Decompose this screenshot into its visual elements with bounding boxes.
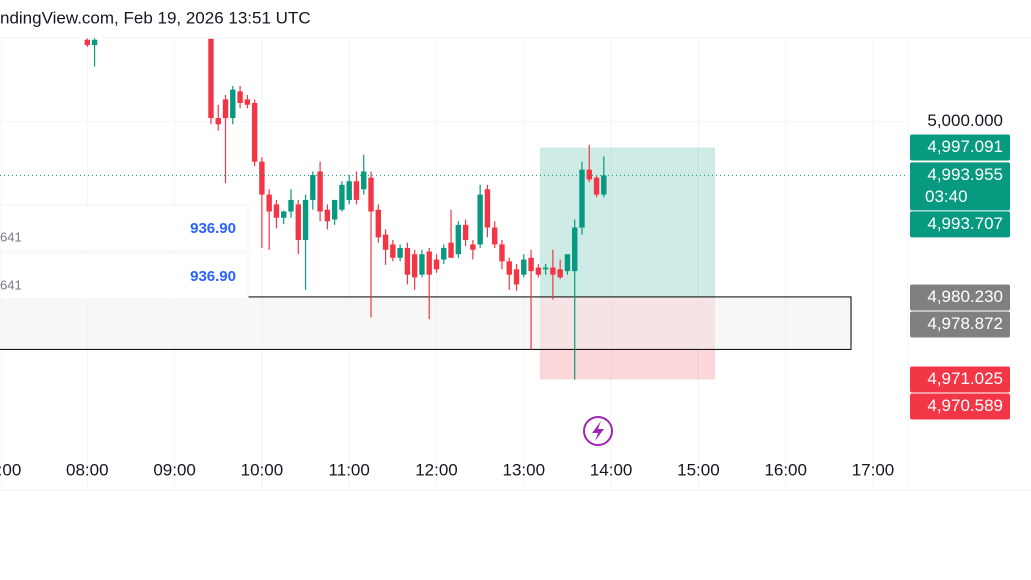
candle-body [281, 211, 287, 218]
candle-body [375, 209, 381, 238]
candle-body [397, 247, 403, 258]
x-tick-label: 14:00 [590, 460, 633, 479]
candle-body [273, 204, 280, 218]
price-marker [910, 134, 1010, 161]
candle-body [237, 91, 243, 103]
price-marker-label: 4,978.872 [927, 314, 1003, 333]
price-marker [910, 162, 1010, 211]
candle-body [390, 244, 396, 258]
candle-body [579, 169, 585, 228]
price-marker [910, 393, 1010, 420]
price-marker [910, 211, 1010, 238]
candle-body [513, 269, 520, 285]
candle-body [84, 39, 90, 46]
candle-body [484, 189, 491, 228]
candle-body [462, 224, 469, 240]
candle-body [491, 227, 498, 245]
price-marker [910, 366, 1010, 393]
candle-body [361, 171, 367, 190]
candle-body [91, 39, 98, 46]
x-tick-label: 17:00 [852, 460, 895, 479]
candle-body [302, 199, 309, 240]
candle-body [295, 204, 301, 240]
x-tick-label: 15:00 [677, 460, 720, 479]
x-tick-label: 07:00 [0, 460, 21, 479]
countdown: 03:40 [925, 187, 968, 206]
candle-body [506, 261, 512, 275]
candle-body [593, 177, 600, 195]
candle-body [404, 247, 411, 275]
candle-body [564, 254, 571, 272]
candle-body [441, 247, 447, 260]
candle-body [477, 194, 483, 245]
x-tick-label: 08:00 [66, 460, 109, 479]
candle-body [244, 99, 251, 105]
y-tick-label: 5,000.000 [927, 111, 1003, 130]
candle-body [288, 199, 294, 212]
candle-body [259, 161, 265, 195]
table-row [0, 204, 249, 252]
candle-body [251, 102, 258, 162]
candle-body [601, 175, 607, 195]
row-value: 936.90 [190, 268, 236, 285]
row-value: 936.90 [190, 220, 236, 237]
price-marker-label: 4,997.091 [927, 137, 1003, 156]
candle-body [426, 251, 432, 275]
x-tick-label: 13:00 [503, 460, 546, 479]
range-box [0, 296, 852, 350]
candle-body [208, 38, 214, 119]
candle-body [419, 254, 425, 275]
candle-body [499, 244, 505, 262]
price-marker [910, 311, 1010, 338]
candle-body [448, 242, 454, 258]
candle-body [542, 267, 549, 270]
candle-body [368, 177, 374, 212]
candle-body [215, 118, 221, 125]
candle-body [470, 244, 476, 250]
price-marker-label: 4,993.707 [927, 214, 1003, 233]
candle-body [331, 199, 338, 220]
candle-body [455, 224, 462, 255]
candle-body [266, 194, 272, 212]
price-marker [910, 284, 1010, 311]
x-tick-label: 12:00 [415, 460, 458, 479]
candle-body [586, 169, 592, 180]
price-marker-label: 4,993.955 [927, 165, 1003, 184]
candle-body [317, 171, 323, 212]
candle-body [382, 234, 389, 250]
candle-body [572, 227, 578, 272]
price-marker-label: 4,971.025 [927, 369, 1003, 388]
table-row [0, 252, 249, 300]
x-tick-label: 16:00 [764, 460, 807, 479]
candle-body [557, 269, 563, 278]
candle-body [535, 267, 542, 275]
candle-body [310, 175, 316, 200]
candle-body [230, 89, 236, 119]
price-marker-label: 4,970.589 [927, 396, 1003, 415]
candle-body [550, 267, 556, 275]
lightning-icon [583, 416, 613, 446]
candle-body [346, 181, 352, 200]
price-marker-label: 4,980.230 [927, 287, 1003, 306]
candle-body [324, 209, 331, 222]
candle-body [411, 254, 418, 278]
x-tick-label: 11:00 [329, 460, 370, 479]
x-tick-label: 09:00 [153, 460, 196, 479]
row-label: 641 [0, 229, 22, 244]
x-tick-label: 10:00 [241, 460, 284, 479]
header: ndingView.com, Feb 19, 2026 13:51 UTC [0, 8, 311, 27]
row-label: 641 [0, 277, 22, 292]
candle-body [528, 257, 534, 272]
candle-body [222, 99, 229, 119]
candle-body [339, 184, 345, 210]
candle-body [521, 259, 527, 275]
target-zone [539, 147, 715, 298]
candle-body [433, 259, 440, 270]
candle-body [353, 181, 360, 200]
